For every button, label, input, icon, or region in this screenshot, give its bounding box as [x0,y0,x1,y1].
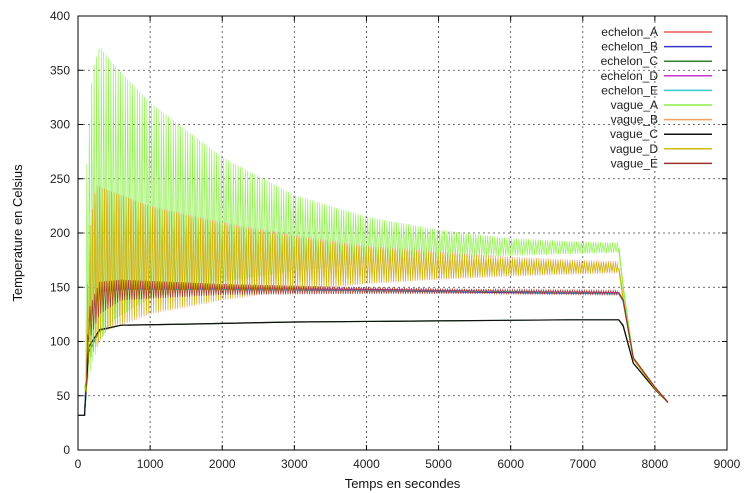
y-tick-label-100: 100 [50,335,70,349]
legend-label-echelon-b: echelon_B [601,40,658,54]
axis-ticks: 0 1000 2000 3000 4000 5000 6000 7000 8000 9000 0 50… [50,9,741,471]
series-vague-c-line [78,319,669,416]
legend-label-vague-c: vague_C [610,127,658,141]
grid [78,16,727,450]
series-vague-c [78,319,669,416]
y-tick-label-50: 50 [57,389,71,403]
y-tick-label-350: 350 [50,63,70,77]
x-tick-label-1000: 1000 [137,457,164,471]
x-tick-label-8000: 8000 [642,457,669,471]
y-tick-label-400: 400 [50,9,70,23]
series-vague-e-oscillation [85,279,619,386]
legend-label-echelon-e: echelon_E [601,83,658,97]
x-axis-title: Temps en secondes [345,476,461,491]
series-vague-d-oscillation [84,186,619,393]
y-axis-title: Temperature en Celsius [10,164,25,302]
legend: echelon_Aechelon_Bechelon_Cechelon_Deche… [601,25,712,170]
x-tick-label-7000: 7000 [569,457,596,471]
y-tick-label-250: 250 [50,172,70,186]
x-tick-label-2000: 2000 [209,457,236,471]
legend-label-echelon-a: echelon_A [601,25,658,39]
legend-label-echelon-d: echelon_D [601,69,659,83]
y-tick-label-0: 0 [63,443,70,457]
y-tick-label-150: 150 [50,280,70,294]
y-tick-label-200: 200 [50,226,70,240]
x-tick-label-0: 0 [75,457,82,471]
x-tick-label-6000: 6000 [497,457,524,471]
y-tick-label-300: 300 [50,118,70,132]
series-vague-e-cooldown [618,292,669,403]
legend-label-vague-b: vague_B [611,113,658,127]
legend-label-vague-a: vague_A [611,98,658,112]
legend-label-echelon-c: echelon_C [601,54,659,68]
series-vague-e [85,279,669,403]
x-tick-label-9000: 9000 [714,457,741,471]
x-tick-label-3000: 3000 [281,457,308,471]
x-tick-label-5000: 5000 [425,457,452,471]
legend-label-vague-d: vague_D [610,142,658,156]
series-vague-b-oscillation [84,184,619,393]
plot-area [78,48,669,416]
legend-label-vague-e: vague_E [611,156,658,170]
x-tick-label-4000: 4000 [353,457,380,471]
series-vague-a-oscillation [84,48,619,398]
